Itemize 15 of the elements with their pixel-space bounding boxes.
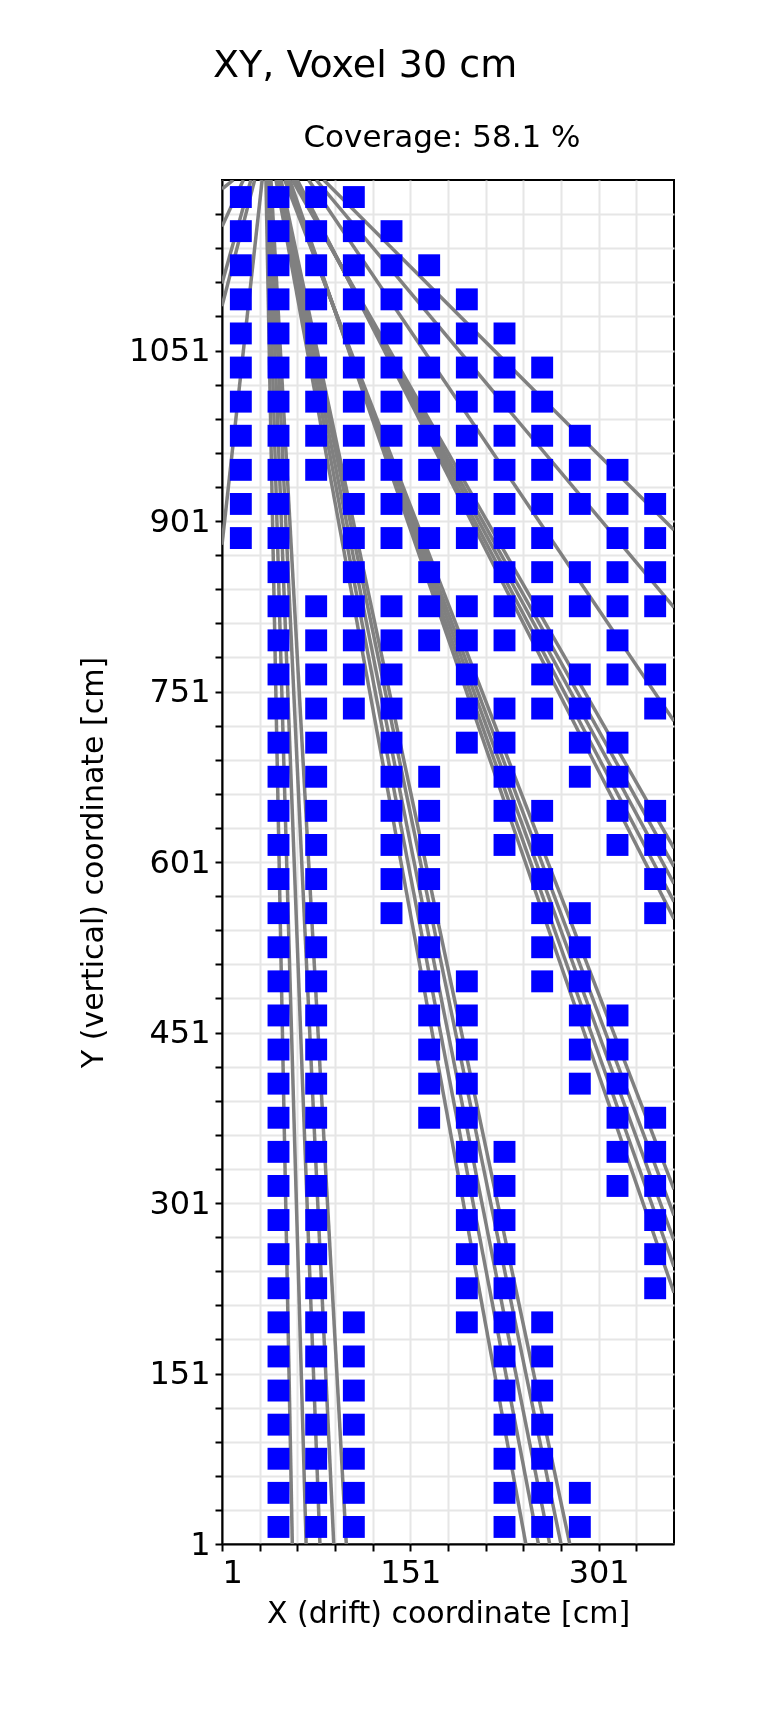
y-tick-label: 601 [149, 842, 211, 881]
y-axis-title: Y (vertical) coordinate [cm] [75, 656, 111, 1070]
y-tick-label: 301 [149, 1183, 211, 1222]
x-tick-label: 151 [380, 1552, 442, 1591]
chart-subtitle: Coverage: 58.1 % [303, 118, 581, 154]
chart-title: XY, Voxel 30 cm [213, 42, 518, 86]
y-tick-label: 451 [149, 1013, 211, 1051]
y-tick-label: 1 [190, 1524, 211, 1563]
x-tick-label: 301 [568, 1552, 630, 1591]
x-tick-label: 1 [222, 1552, 243, 1591]
x-axis-title: X (drift) coordinate [cm] [266, 1594, 631, 1630]
y-tick-label: 751 [149, 672, 211, 710]
y-tick-label: 151 [149, 1354, 211, 1392]
y-tick-label: 1051 [129, 331, 211, 369]
y-tick-label: 901 [149, 501, 211, 540]
